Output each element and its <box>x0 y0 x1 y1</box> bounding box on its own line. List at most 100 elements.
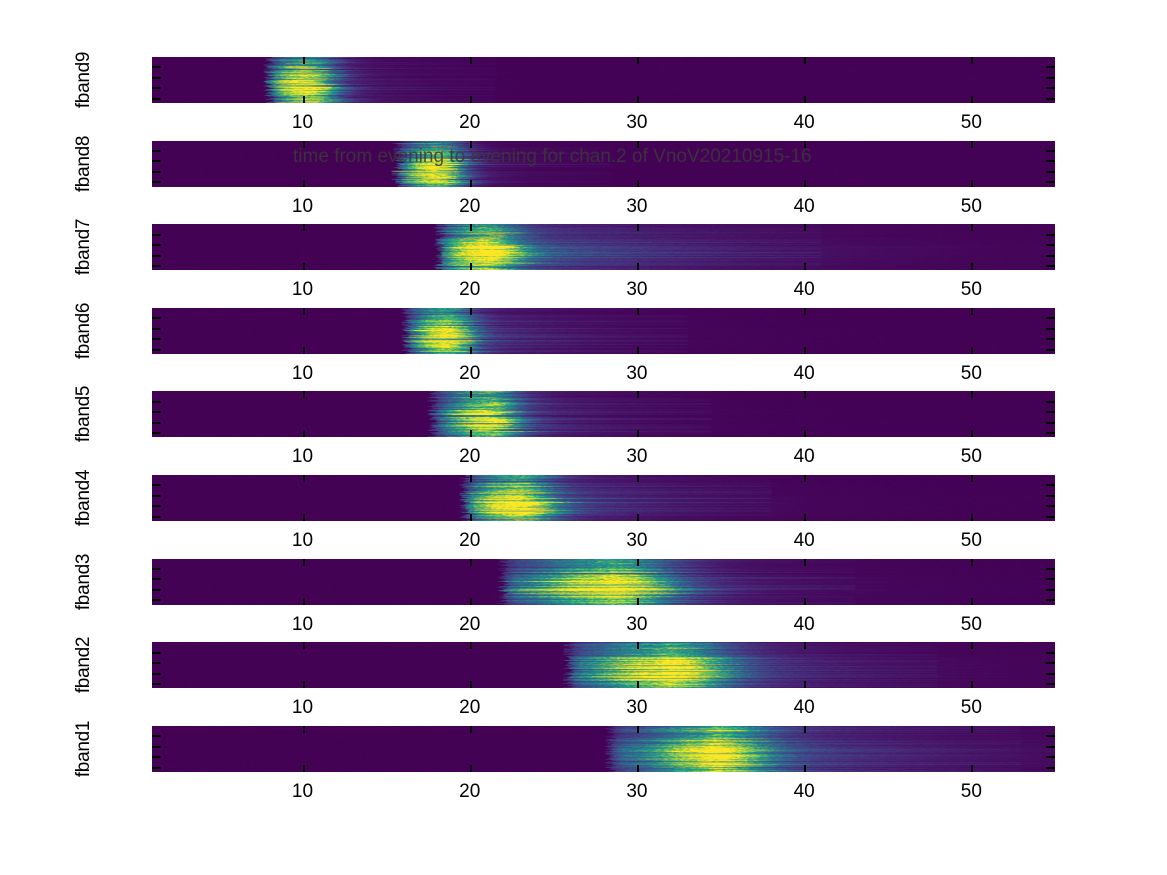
xtick-label: 50 <box>960 195 982 217</box>
xtick-mark <box>469 346 472 354</box>
panel-ytick-labels-fband9 <box>112 57 146 103</box>
heatmap-image-fband5 <box>152 391 1055 438</box>
heatmap-image-fband6 <box>152 307 1055 354</box>
ytick-mark <box>152 150 161 152</box>
ytick-mark <box>152 568 161 570</box>
xtick-mark <box>469 179 472 187</box>
xtick-mark <box>302 514 305 521</box>
xtick-mark <box>971 140 974 148</box>
xtick-label: 30 <box>626 362 648 384</box>
panel-ytick-labels-fband5 <box>112 391 146 437</box>
xtick-mark <box>804 725 807 733</box>
ytick-mark <box>1046 568 1055 570</box>
ytick-mark <box>1046 170 1055 173</box>
heatmap-image-fband2 <box>152 642 1055 689</box>
ytick-mark <box>1046 233 1055 236</box>
xtick-label: 40 <box>793 613 815 635</box>
heatmap-axes-fband6 <box>152 307 1055 354</box>
heatmap-image-fband8 <box>152 140 1055 187</box>
xtick-mark <box>636 681 639 689</box>
xtick-label: 20 <box>459 613 481 635</box>
ytick-mark <box>1046 735 1055 738</box>
ytick-mark <box>152 87 161 90</box>
xtick-label: 50 <box>960 279 982 301</box>
ytick-mark <box>1046 494 1055 497</box>
ytick-mark <box>1046 672 1055 675</box>
ytick-mark <box>152 181 161 184</box>
xtick-mark <box>469 597 472 605</box>
xtick-label: 50 <box>960 446 982 468</box>
xtick-mark <box>302 764 305 772</box>
ytick-mark <box>152 672 161 675</box>
ytick-mark <box>1046 66 1055 69</box>
xtick-mark <box>804 140 807 148</box>
xtick-label: 40 <box>793 780 815 802</box>
xtick-mark <box>469 263 472 271</box>
xtick-mark <box>469 391 472 399</box>
xtick-label: 10 <box>291 446 314 468</box>
xtick-mark <box>302 725 305 733</box>
ytick-mark <box>1046 97 1055 100</box>
xtick-label: 20 <box>459 195 481 217</box>
xtick-mark <box>302 430 305 438</box>
ytick-mark <box>1046 254 1055 257</box>
xtick-mark <box>636 430 639 438</box>
panel-ytick-labels-fband6 <box>112 308 146 354</box>
ytick-mark <box>1046 87 1055 90</box>
xtick-mark <box>804 391 807 399</box>
figure-title: time from evening to evening for chan.2 … <box>293 146 812 167</box>
xtick-mark <box>804 307 807 315</box>
xtick-mark <box>469 96 472 103</box>
xtick-mark <box>804 430 807 438</box>
xtick-mark <box>302 179 305 187</box>
xtick-mark <box>469 475 472 482</box>
ytick-mark <box>1046 150 1055 152</box>
xtick-label: 30 <box>626 613 648 635</box>
xtick-mark <box>636 725 639 733</box>
heatmap-axes-fband4 <box>152 475 1055 521</box>
xtick-label: 40 <box>793 112 815 133</box>
xtick-mark <box>971 725 974 733</box>
xtick-label: 10 <box>291 530 314 551</box>
xtick-mark <box>971 57 974 64</box>
xtick-mark <box>302 642 305 650</box>
xtick-mark <box>971 558 974 566</box>
xtick-label: 30 <box>626 697 648 719</box>
xtick-mark <box>971 391 974 399</box>
ytick-mark <box>1046 515 1055 518</box>
xtick-mark <box>636 57 639 64</box>
xtick-mark <box>469 224 472 232</box>
xtick-mark <box>469 764 472 772</box>
xtick-mark <box>302 57 305 64</box>
xtick-mark <box>971 224 974 232</box>
ytick-mark <box>152 254 161 257</box>
ytick-mark <box>152 327 161 330</box>
ytick-mark <box>152 338 161 341</box>
xtick-mark <box>302 346 305 354</box>
xtick-label: 40 <box>793 279 815 301</box>
xtick-mark <box>971 346 974 354</box>
xtick-label: 50 <box>960 362 982 384</box>
xtick-label: 30 <box>626 112 648 133</box>
xtick-label: 40 <box>793 446 815 468</box>
xtick-mark <box>804 764 807 772</box>
xtick-mark <box>971 681 974 689</box>
xtick-mark <box>302 263 305 271</box>
ytick-mark <box>152 160 161 163</box>
xtick-label: 50 <box>960 780 982 802</box>
xtick-mark <box>302 140 305 148</box>
ytick-mark <box>1046 421 1055 424</box>
ytick-mark <box>152 421 161 424</box>
xtick-mark <box>469 558 472 566</box>
ytick-mark <box>152 97 161 100</box>
xtick-mark <box>971 263 974 271</box>
xtick-mark <box>636 346 639 354</box>
xtick-mark <box>971 597 974 605</box>
heatmap-image-fband7 <box>152 224 1055 271</box>
xtick-mark <box>469 514 472 521</box>
ytick-mark <box>1046 432 1055 435</box>
xtick-label: 20 <box>459 780 481 802</box>
ytick-mark <box>1046 745 1055 748</box>
xtick-mark <box>804 224 807 232</box>
xtick-mark <box>302 96 305 103</box>
